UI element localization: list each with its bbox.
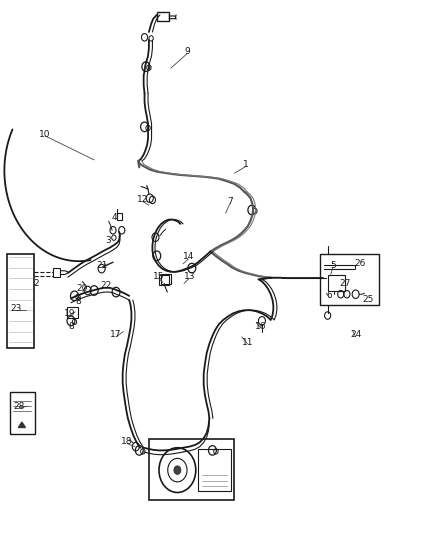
- Text: 9: 9: [184, 47, 191, 55]
- Text: 15: 15: [153, 272, 164, 280]
- Text: 16: 16: [255, 322, 266, 330]
- Text: 11: 11: [242, 338, 253, 346]
- Bar: [53, 268, 60, 277]
- Text: 3: 3: [106, 237, 112, 245]
- Text: 13: 13: [184, 272, 195, 280]
- Text: 25: 25: [362, 295, 374, 304]
- Text: 2: 2: [34, 279, 39, 288]
- Polygon shape: [18, 422, 25, 427]
- Text: 18: 18: [121, 437, 133, 446]
- Bar: [149, 439, 234, 500]
- Bar: [117, 213, 122, 220]
- Bar: [320, 254, 379, 305]
- Text: 8: 8: [75, 297, 81, 305]
- Text: 17: 17: [110, 330, 122, 339]
- Text: 8: 8: [68, 322, 74, 330]
- Bar: [157, 12, 169, 21]
- Text: 20: 20: [77, 285, 88, 293]
- Bar: [328, 275, 345, 291]
- Text: 7: 7: [227, 197, 233, 206]
- Text: 10: 10: [39, 130, 51, 139]
- Bar: [10, 392, 35, 434]
- Text: 5: 5: [330, 261, 336, 270]
- Text: 21: 21: [96, 261, 107, 270]
- Text: 27: 27: [339, 279, 351, 288]
- Bar: [7, 254, 34, 348]
- Text: 12: 12: [137, 196, 148, 204]
- Bar: [161, 274, 171, 284]
- Bar: [159, 275, 169, 285]
- Bar: [198, 449, 231, 491]
- Text: 23: 23: [10, 304, 21, 312]
- Bar: [67, 307, 78, 318]
- Text: 6: 6: [326, 292, 332, 300]
- Circle shape: [174, 466, 181, 474]
- Text: 26: 26: [354, 260, 366, 268]
- Text: 19: 19: [64, 309, 75, 318]
- Text: 28: 28: [13, 402, 25, 410]
- Text: 1: 1: [243, 160, 249, 168]
- Text: 14: 14: [183, 253, 194, 261]
- Text: 22: 22: [100, 281, 112, 289]
- Text: 4: 4: [111, 213, 117, 222]
- Text: 24: 24: [350, 330, 361, 339]
